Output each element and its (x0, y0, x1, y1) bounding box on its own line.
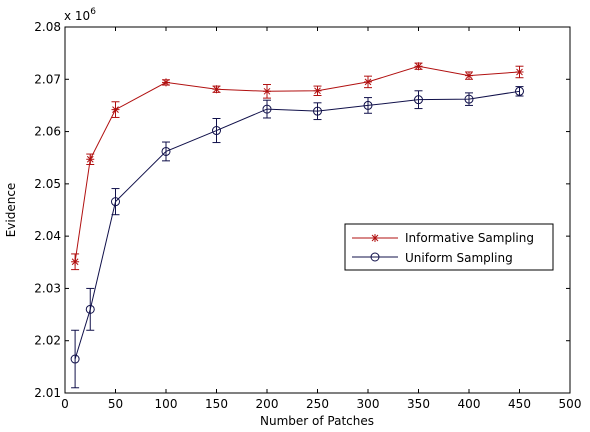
legend: Informative Sampling Uniform Sampling (344, 223, 554, 271)
data-point (70, 354, 80, 364)
data-point (86, 155, 95, 164)
error-bar (313, 102, 322, 121)
error-bar (162, 141, 170, 162)
y-tick-label: 2.03 (34, 281, 61, 295)
data-point (515, 86, 524, 96)
x-tick-label: 300 (357, 397, 380, 411)
data-point (363, 100, 373, 110)
data-point (71, 257, 80, 266)
data-point (111, 197, 120, 207)
error-bar (414, 90, 423, 110)
error-bar (111, 188, 120, 216)
data-point (465, 71, 473, 80)
x-tick-label: 250 (306, 397, 329, 411)
data-point (464, 94, 474, 104)
data-point (364, 77, 372, 86)
series-layer (70, 62, 524, 389)
error-bar (364, 97, 372, 114)
legend-marker-shape (371, 234, 379, 242)
y-multiplier-base: x 10 (64, 9, 90, 23)
error-bar (515, 86, 524, 97)
x-axis-ticks: 0 50 100 150 200 250 300 350 400 450 500 (61, 27, 581, 411)
y-tick-label: 2.01 (34, 386, 61, 400)
x-tick-label: 0 (61, 397, 69, 411)
x-tick-label: 150 (205, 397, 228, 411)
legend-marker-uniform (370, 252, 380, 262)
y-axis-ticks: 2.01 2.02 2.03 2.04 2.05 2.06 2.07 2.08 (34, 20, 570, 400)
data-point (161, 146, 171, 156)
x-tick-label: 400 (458, 397, 481, 411)
x-tick-label: 100 (155, 397, 178, 411)
data-point (313, 86, 322, 95)
data-point (313, 106, 322, 116)
x-axis-label: Number of Patches (260, 414, 374, 428)
error-bar (212, 118, 221, 144)
series-uniform (70, 86, 524, 389)
y-multiplier: x 106 (64, 7, 96, 23)
x-tick-label: 50 (108, 397, 123, 411)
legend-label-uniform: Uniform Sampling (405, 251, 513, 265)
data-point (263, 87, 271, 96)
series-informative (71, 62, 524, 271)
y-axis-label: Evidence (4, 183, 18, 238)
x-tick-label: 450 (508, 397, 531, 411)
data-point (111, 105, 120, 114)
legend-label-informative: Informative Sampling (405, 231, 534, 245)
error-bar (71, 329, 80, 389)
y-tick-label: 2.02 (34, 334, 61, 348)
x-tick-label: 350 (407, 397, 430, 411)
legend-marker-informative (371, 234, 379, 242)
data-point (85, 304, 95, 314)
error-bar (86, 287, 95, 331)
data-point (414, 62, 423, 71)
y-tick-label: 2.07 (34, 72, 61, 86)
plot-area (64, 26, 571, 394)
legend-marker-shape (370, 252, 380, 262)
y-tick-label: 2.04 (34, 229, 61, 243)
data-point (515, 67, 524, 76)
y-tick-label: 2.08 (34, 20, 61, 34)
x-tick-label: 500 (559, 397, 582, 411)
data-point (212, 85, 221, 94)
y-tick-label: 2.06 (34, 125, 61, 139)
data-point (414, 95, 423, 105)
y-multiplier-exponent: 6 (90, 7, 96, 17)
data-point (162, 78, 170, 87)
y-tick-label: 2.05 (34, 177, 61, 191)
legend-box (344, 223, 554, 271)
x-tick-label: 200 (256, 397, 279, 411)
error-bar (263, 99, 271, 119)
data-point (212, 126, 221, 136)
data-point (262, 104, 272, 114)
